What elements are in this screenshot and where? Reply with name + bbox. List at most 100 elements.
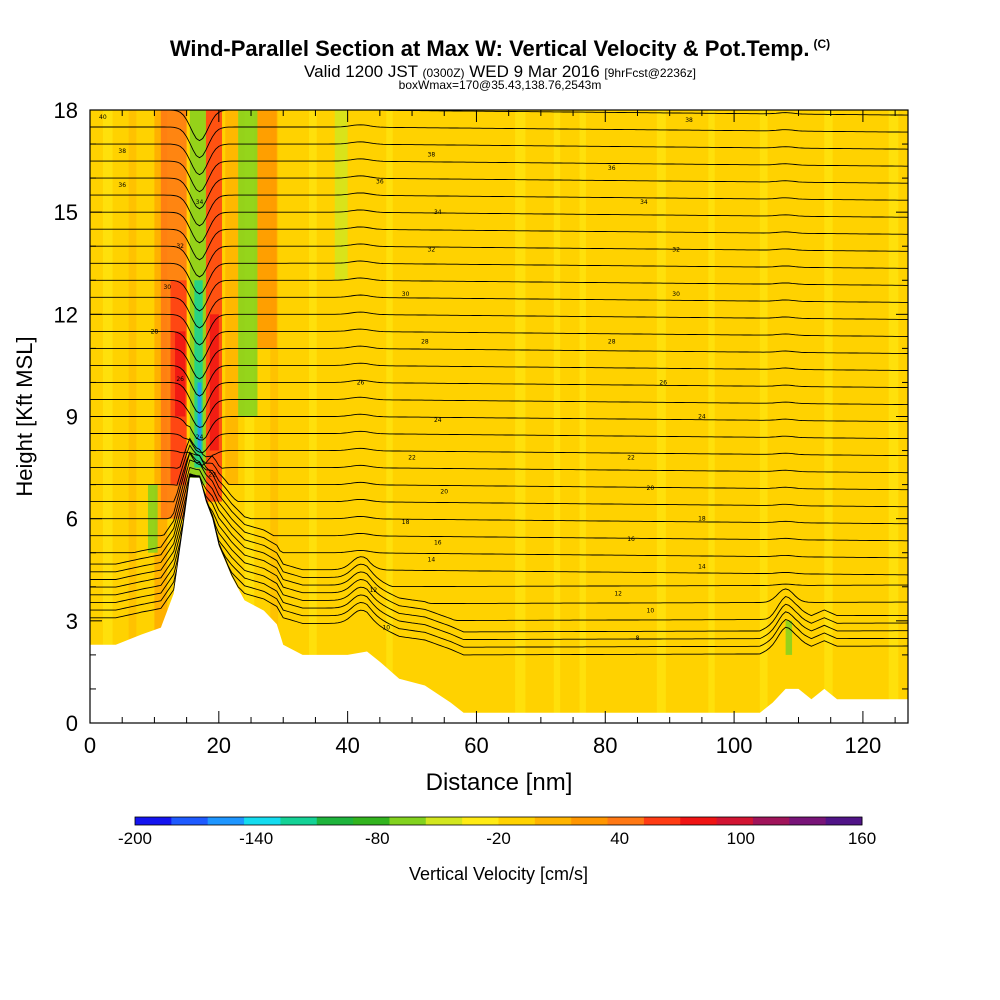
x-tick-label: 40 <box>335 733 359 758</box>
isentrope-label: 40 <box>99 114 107 121</box>
isentrope-label: 38 <box>685 117 693 124</box>
velocity-streak <box>656 110 666 723</box>
isentrope-label: 26 <box>659 379 667 386</box>
colorbar-swatch <box>207 817 245 825</box>
isentrope-label: 22 <box>209 471 217 478</box>
isentrope-line <box>90 260 908 295</box>
colorbar-swatch <box>752 817 790 825</box>
velocity-cell <box>209 314 219 451</box>
colorbar-swatch <box>607 817 645 825</box>
isentrope-line <box>90 243 908 278</box>
chart-title: Wind-Parallel Section at Max W: Vertical… <box>169 36 831 61</box>
isentrope-line <box>90 451 908 508</box>
colorbar-swatch <box>389 817 427 825</box>
y-tick-label: 9 <box>66 405 78 430</box>
isentrope-label: 26 <box>357 379 365 386</box>
isentrope-line <box>90 311 908 346</box>
isentrope-label: 24 <box>698 414 706 421</box>
isentrope-line <box>90 447 908 466</box>
isentrope-label: 20 <box>647 485 655 492</box>
colorbar-swatch <box>534 817 572 825</box>
velocity-streak <box>553 110 561 723</box>
isentrope-line <box>90 158 908 193</box>
colorbar-tick-label: -20 <box>486 829 511 848</box>
isentrope-label: 34 <box>196 199 204 206</box>
y-tick-label: 15 <box>54 200 78 225</box>
colorbar-swatch <box>680 817 718 825</box>
isentrope-label: 30 <box>163 284 171 291</box>
y-axis-label: Height [Kft MSL] <box>12 336 37 496</box>
isentrope-line <box>90 475 908 648</box>
isentrope-label: 24 <box>434 417 442 424</box>
x-tick-label: 120 <box>845 733 882 758</box>
isentrope-line <box>90 379 908 414</box>
isentrope-line <box>90 451 908 525</box>
velocity-cell <box>194 280 203 468</box>
colorbar-swatch <box>643 817 681 825</box>
isentrope-label: 36 <box>118 182 126 189</box>
isentrope-line <box>90 444 908 491</box>
velocity-cell <box>785 620 793 655</box>
isentrope-label: 10 <box>382 625 390 632</box>
isentrope-label: 28 <box>421 339 429 346</box>
chart-subtitle: Valid 1200 JST (0300Z) WED 9 Mar 2016 [9… <box>304 62 696 81</box>
isentrope-label: 38 <box>428 151 436 158</box>
colorbar-swatch <box>571 817 609 825</box>
velocity-streak <box>579 110 586 723</box>
title-mark: (C) <box>813 36 831 51</box>
isentrope-line <box>90 141 908 176</box>
isentrope-label: 32 <box>428 247 436 254</box>
isentrope-line <box>90 175 908 210</box>
isentrope-label: 14 <box>428 557 436 564</box>
isentrope-label: 34 <box>434 209 442 216</box>
isentrope-label: 38 <box>118 148 126 155</box>
isentrope-line <box>90 345 908 380</box>
y-tick-label: 3 <box>66 609 78 634</box>
isentrope-label: 24 <box>196 434 204 441</box>
isentrope-line <box>90 226 908 261</box>
isentrope-line <box>90 328 908 363</box>
colorbar-swatch <box>825 817 863 825</box>
chart-subtitle-box: boxWmax=170@35.43,138.76,2543m <box>398 78 602 92</box>
isentrope-line <box>90 474 908 621</box>
x-tick-label: 100 <box>716 733 753 758</box>
colorbar-swatch <box>462 817 499 825</box>
isentrope-line <box>90 474 908 633</box>
isentrope-label: 16 <box>434 540 442 547</box>
terrain <box>90 477 908 723</box>
isentrope-label: 34 <box>640 199 648 206</box>
colorbar-swatch <box>716 817 754 825</box>
y-tick-label: 18 <box>54 98 78 123</box>
isentrope-label: 18 <box>402 519 410 526</box>
isentrope-line <box>90 192 908 227</box>
isentrope-line <box>90 362 908 397</box>
colorbar-tick-label: -80 <box>365 829 390 848</box>
isentrope-label: 22 <box>408 454 416 461</box>
isentrope-label: 22 <box>627 454 635 461</box>
isentrope-label: 12 <box>370 587 378 594</box>
x-axis-label: Distance [nm] <box>426 769 573 796</box>
colorbar-tick-label: -140 <box>239 829 273 848</box>
isentrope-line <box>90 473 908 588</box>
isentrope-label: 36 <box>376 179 384 186</box>
isentrope-line <box>90 209 908 244</box>
isentrope-label: 8 <box>636 635 640 642</box>
x-tick-label: 80 <box>593 733 617 758</box>
colorbar-swatch <box>425 817 463 825</box>
isentrope-label: 30 <box>402 291 410 298</box>
isentrope-line <box>90 474 908 605</box>
isentrope-label: 26 <box>176 376 184 383</box>
isentrope-label: 32 <box>176 243 184 250</box>
x-tick-label: 0 <box>84 733 96 758</box>
colorbar-swatch <box>316 817 354 825</box>
isentrope-label: 10 <box>647 608 655 615</box>
isentrope-label: 16 <box>627 536 635 543</box>
colorbar-tick-label: 160 <box>848 829 876 848</box>
colorbar-swatch <box>280 817 318 825</box>
velocity-cell <box>197 382 202 451</box>
colorbar-tick-label: 100 <box>727 829 755 848</box>
colorbar-tick-label: 40 <box>610 829 629 848</box>
velocity-cell <box>175 331 186 417</box>
isentrope-line <box>90 277 908 312</box>
